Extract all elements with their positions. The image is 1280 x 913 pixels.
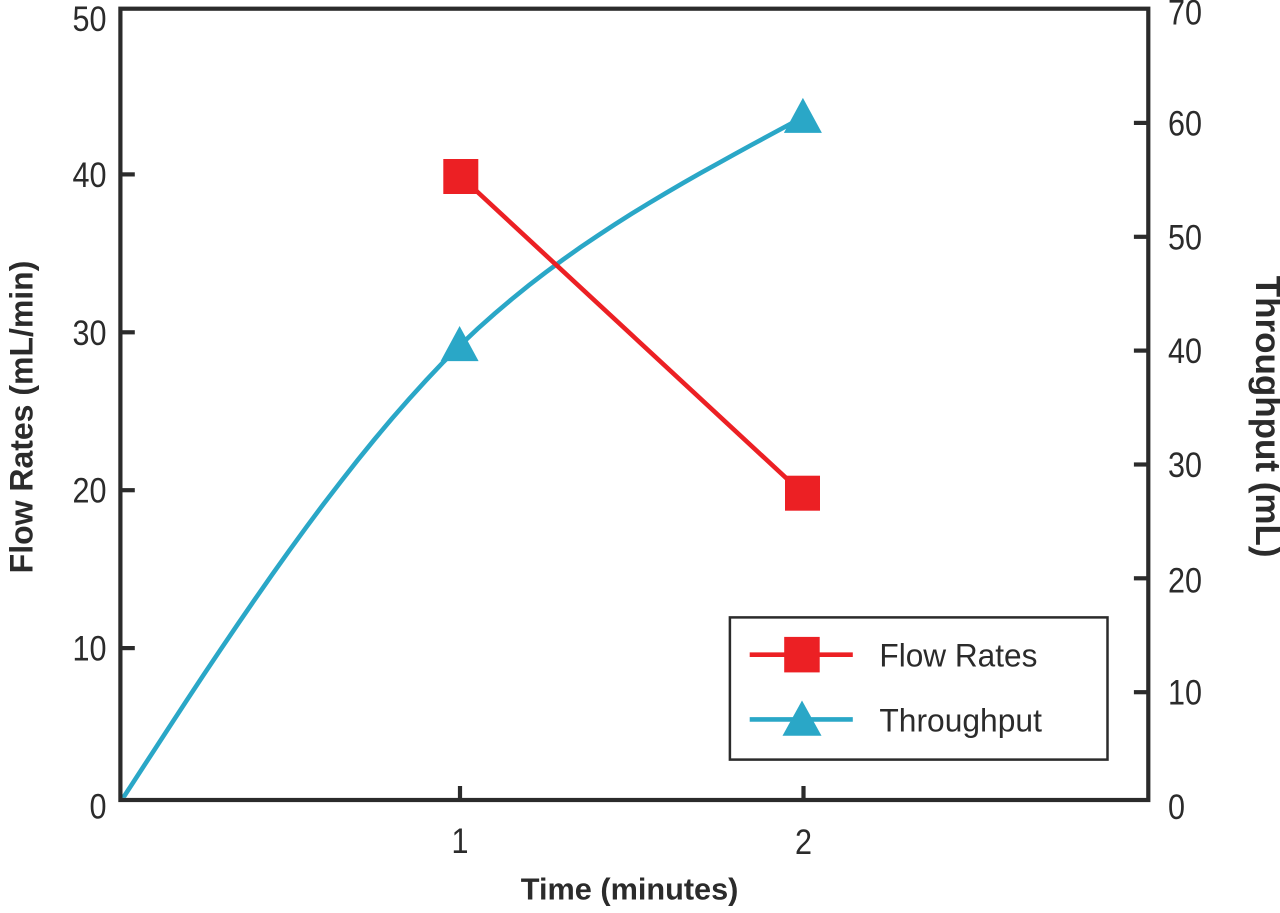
svg-text:1: 1 [452,822,469,861]
svg-text:70: 70 [1168,0,1202,32]
svg-text:Throughput: Throughput [879,703,1042,739]
svg-text:10: 10 [73,630,107,669]
svg-text:Time (minutes): Time (minutes) [521,872,739,906]
svg-text:50: 50 [73,0,107,39]
svg-text:20: 20 [1168,562,1202,601]
svg-text:2: 2 [795,823,812,862]
svg-text:50: 50 [1168,218,1202,257]
svg-text:20: 20 [73,472,107,511]
svg-text:Flow Rates (mL/min): Flow Rates (mL/min) [4,261,40,574]
svg-text:10: 10 [1168,674,1202,713]
svg-text:30: 30 [73,314,107,353]
svg-text:Throughput (mL): Throughput (mL) [1248,276,1280,558]
svg-text:0: 0 [1168,788,1185,827]
svg-text:60: 60 [1168,104,1202,143]
svg-text:40: 40 [73,156,107,195]
svg-text:0: 0 [90,787,107,826]
svg-text:Flow Rates: Flow Rates [879,638,1037,674]
svg-text:30: 30 [1168,446,1202,485]
svg-text:40: 40 [1168,332,1202,371]
